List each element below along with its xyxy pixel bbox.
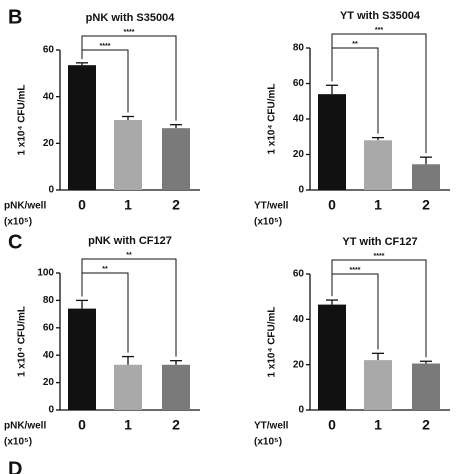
significance-label: ** bbox=[352, 41, 358, 48]
significance-label: ** bbox=[102, 266, 108, 273]
chart-title: YT with S35004 bbox=[340, 10, 421, 22]
x-axis-label: (x10⁵) bbox=[254, 217, 282, 228]
chart-title: pNK with CF127 bbox=[88, 235, 172, 247]
y-tick-label: 60 bbox=[293, 78, 305, 89]
x-axis-label: (x10⁵) bbox=[254, 437, 282, 448]
x-tick-label: 0 bbox=[78, 197, 86, 213]
bar bbox=[162, 128, 190, 190]
bar bbox=[412, 164, 440, 190]
bar bbox=[318, 304, 346, 410]
significance-label: ** bbox=[126, 252, 132, 259]
y-axis-label: 1 x10⁴ CFU/mL bbox=[267, 306, 278, 377]
y-tick-label: 40 bbox=[43, 350, 55, 361]
y-tick-label: 60 bbox=[43, 45, 55, 56]
x-axis-label: pNK/well bbox=[4, 201, 46, 212]
x-tick-label: 1 bbox=[124, 197, 132, 213]
significance-bracket bbox=[331, 33, 427, 154]
bar bbox=[364, 360, 392, 410]
x-tick-label: 1 bbox=[374, 197, 382, 213]
y-tick-label: 0 bbox=[48, 185, 54, 196]
panel-label: D bbox=[8, 458, 22, 474]
significance-label: **** bbox=[100, 43, 111, 50]
panel-label: B bbox=[8, 6, 22, 28]
significance-label: *** bbox=[375, 27, 383, 34]
x-tick-label: 0 bbox=[328, 197, 336, 213]
significance-bracket bbox=[81, 35, 177, 121]
y-tick-label: 60 bbox=[43, 322, 55, 333]
bar bbox=[412, 363, 440, 410]
y-axis-label: 1 x10⁴ CFU/mL bbox=[267, 83, 278, 154]
x-tick-label: 0 bbox=[328, 417, 336, 433]
x-tick-label: 0 bbox=[78, 417, 86, 433]
x-axis-label: YT/well bbox=[254, 421, 289, 432]
y-tick-label: 20 bbox=[293, 149, 305, 160]
y-tick-label: 80 bbox=[293, 43, 305, 54]
significance-label: **** bbox=[374, 253, 385, 260]
y-tick-label: 80 bbox=[43, 295, 55, 306]
y-tick-label: 40 bbox=[43, 91, 55, 102]
bar bbox=[114, 364, 142, 410]
x-tick-label: 1 bbox=[374, 417, 382, 433]
y-tick-label: 60 bbox=[293, 269, 305, 280]
significance-bracket bbox=[81, 258, 177, 357]
y-tick-label: 20 bbox=[43, 377, 55, 388]
significance-label: **** bbox=[124, 29, 135, 36]
chart-title: YT with CF127 bbox=[342, 236, 417, 248]
panel-label: C bbox=[8, 231, 22, 253]
bar bbox=[68, 65, 96, 190]
significance-bracket bbox=[331, 259, 427, 358]
y-tick-label: 0 bbox=[48, 405, 54, 416]
y-axis-label: 1 x10⁴ CFU/mL bbox=[17, 84, 28, 155]
y-tick-label: 0 bbox=[298, 185, 304, 196]
y-tick-label: 40 bbox=[293, 314, 305, 325]
x-axis-label: (x10⁵) bbox=[4, 437, 32, 448]
x-tick-label: 1 bbox=[124, 417, 132, 433]
chart-title: pNK with S35004 bbox=[86, 12, 176, 24]
x-axis-label: (x10⁵) bbox=[4, 217, 32, 228]
x-axis-label: YT/well bbox=[254, 201, 289, 212]
x-axis-label: pNK/well bbox=[4, 421, 46, 432]
y-tick-label: 100 bbox=[37, 268, 54, 279]
x-tick-label: 2 bbox=[172, 417, 180, 433]
y-axis-label: 1 x10⁴ CFU/mL bbox=[17, 306, 28, 377]
y-tick-label: 40 bbox=[293, 114, 305, 125]
y-tick-label: 20 bbox=[43, 138, 55, 149]
significance-label: **** bbox=[350, 267, 361, 274]
bar bbox=[162, 364, 190, 410]
bar bbox=[114, 120, 142, 190]
bar bbox=[364, 140, 392, 190]
bar bbox=[68, 308, 96, 410]
x-tick-label: 2 bbox=[422, 197, 430, 213]
y-tick-label: 20 bbox=[293, 359, 305, 370]
y-tick-label: 0 bbox=[298, 405, 304, 416]
x-tick-label: 2 bbox=[422, 417, 430, 433]
bar bbox=[318, 94, 346, 190]
x-tick-label: 2 bbox=[172, 197, 180, 213]
